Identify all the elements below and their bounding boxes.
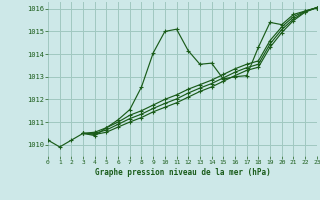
X-axis label: Graphe pression niveau de la mer (hPa): Graphe pression niveau de la mer (hPa) — [94, 168, 270, 177]
